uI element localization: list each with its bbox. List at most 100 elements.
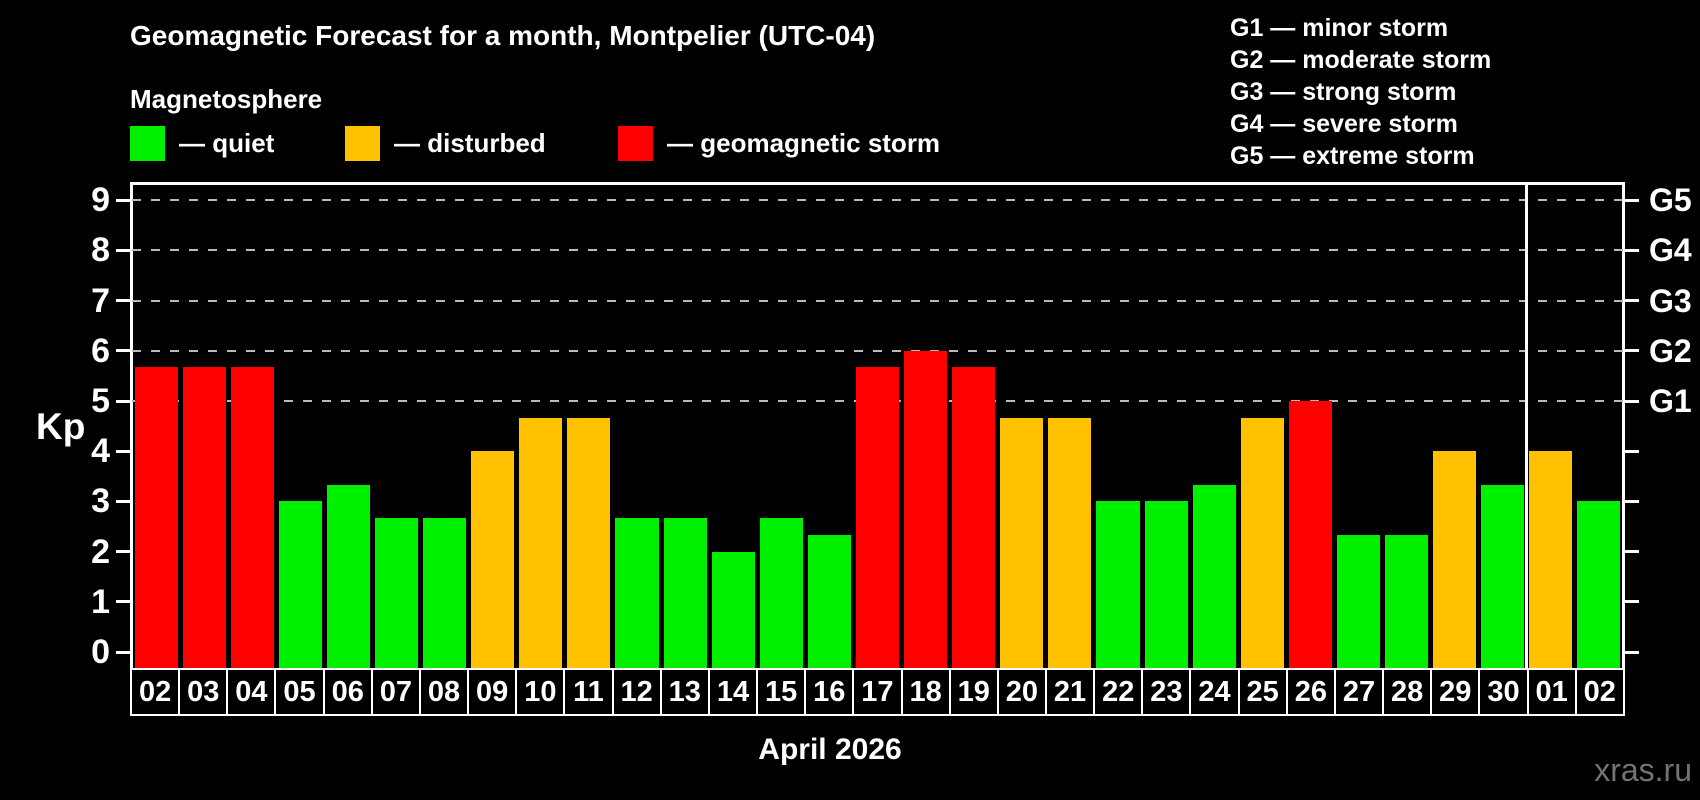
gridline-kp7 — [132, 299, 1623, 302]
date-label-17: 17 — [854, 670, 903, 714]
page-title: Geomagnetic Forecast for a month, Montpe… — [130, 20, 876, 51]
date-label-23: 23 — [1143, 670, 1192, 714]
y-tick-right-4 — [1625, 449, 1639, 453]
g-scale-legend: G1 — minor storm G2 — moderate storm G3 … — [1230, 12, 1491, 172]
kp-bar-15 — [759, 517, 803, 668]
date-label-26: 26 — [1288, 670, 1336, 714]
g1-legend-line: G1 — minor storm — [1230, 14, 1449, 42]
month-label: April 2026 — [758, 733, 902, 766]
y-tick-label-7: 7 — [91, 281, 110, 320]
legend-label-quiet: — quiet — [179, 127, 275, 158]
y-tick-right-2 — [1625, 550, 1639, 554]
y-tick-left-2 — [116, 550, 130, 554]
date-label-07: 07 — [373, 670, 421, 714]
date-label-14: 14 — [710, 670, 759, 714]
kp-bar-29 — [1433, 451, 1477, 668]
kp-bar-14 — [711, 551, 755, 668]
y-tick-label-6: 6 — [91, 331, 110, 370]
g5-legend-line: G5 — extreme storm — [1230, 142, 1475, 170]
date-label-05: 05 — [276, 670, 325, 714]
g-scale-label-g5: G5 — [1649, 182, 1692, 219]
date-label-19: 19 — [951, 670, 999, 714]
kp-bar-09 — [471, 451, 515, 668]
y-tick-left-7 — [116, 299, 130, 303]
kp-bar-18 — [904, 350, 948, 668]
kp-bar-06 — [326, 484, 370, 668]
legend-label-disturbed: — disturbed — [394, 127, 546, 158]
y-tick-right-3 — [1625, 499, 1639, 503]
date-label-15: 15 — [758, 670, 807, 714]
y-tick-right-8 — [1625, 248, 1639, 252]
date-axis-row: 02 03 04 05 06 07 08 09 10 11 12 13 14 15 16 17 18 19 20 21… — [130, 668, 1625, 716]
date-label-13: 13 — [662, 670, 710, 714]
kp-bar-08 — [423, 517, 467, 668]
y-tick-left-8 — [116, 248, 130, 252]
plot-area — [132, 182, 1623, 668]
date-label-02: 02 — [1583, 675, 1616, 708]
date-label-20: 20 — [999, 670, 1047, 714]
watermark: xras.ru — [1594, 752, 1692, 788]
kp-bar-17 — [855, 367, 900, 668]
plot-frame-top — [130, 182, 1625, 185]
y-tick-left-0 — [116, 650, 130, 654]
plot-frame-right — [1622, 182, 1625, 668]
kp-bar-20 — [1000, 417, 1044, 668]
gridline-kp8 — [132, 249, 1623, 252]
y-tick-label-1: 1 — [91, 582, 110, 621]
kp-bar-03 — [182, 367, 226, 668]
y-tick-right-1 — [1625, 600, 1639, 604]
date-label-04: 04 — [228, 670, 277, 714]
date-label-11: 11 — [565, 670, 614, 714]
y-tick-label-3: 3 — [91, 482, 110, 521]
date-label-02: 02 — [132, 670, 181, 714]
quiet-color-swatch — [130, 125, 165, 161]
kp-bar-02 — [1577, 501, 1621, 668]
y-tick-right-0 — [1625, 650, 1639, 654]
g-scale-label-g4: G4 — [1649, 232, 1692, 269]
kp-bar-19 — [952, 367, 996, 668]
legend-item-quiet: — quiet — [130, 124, 274, 162]
date-label-22: 22 — [1095, 670, 1144, 714]
date-label-08: 08 — [421, 670, 470, 714]
date-label-18: 18 — [903, 670, 951, 714]
kp-bar-21 — [1048, 417, 1092, 668]
y-tick-label-4: 4 — [91, 432, 110, 471]
date-label-16: 16 — [806, 670, 855, 714]
g-scale-label-g2: G2 — [1649, 332, 1692, 369]
date-label-30: 30 — [1480, 670, 1529, 714]
kp-bar-30 — [1481, 484, 1525, 668]
y-tick-label-5: 5 — [91, 382, 110, 420]
y-tick-label-8: 8 — [91, 231, 110, 270]
date-label-01: 01 — [1529, 670, 1577, 714]
date-label-25: 25 — [1240, 670, 1288, 714]
date-label-21: 21 — [1047, 670, 1096, 714]
y-tick-right-6 — [1625, 349, 1639, 353]
g2-legend-line: G2 — moderate storm — [1230, 46, 1492, 74]
date-label-27: 27 — [1336, 670, 1385, 714]
y-tick-left-3 — [116, 499, 130, 503]
date-label-03: 03 — [180, 670, 229, 714]
gridline-kp9 — [132, 199, 1623, 202]
y-tick-left-4 — [116, 449, 130, 453]
date-label-28: 28 — [1384, 670, 1433, 714]
date-label-09: 09 — [469, 670, 518, 714]
kp-bar-05 — [278, 501, 322, 668]
kp-bar-27 — [1336, 535, 1380, 668]
legend-label-storm: — geomagnetic storm — [667, 127, 941, 158]
date-label-06: 06 — [325, 670, 373, 714]
kp-bar-11 — [567, 417, 611, 668]
month-separator-line — [1525, 182, 1529, 668]
kp-bar-22 — [1096, 501, 1140, 668]
y-tick-label-9: 9 — [91, 181, 110, 220]
legend-item-disturbed: — disturbed — [345, 124, 546, 162]
y-tick-left-6 — [116, 349, 130, 353]
kp-bar-23 — [1144, 501, 1188, 668]
kp-axis-title: Kp — [36, 406, 86, 447]
kp-bar-25 — [1240, 417, 1284, 668]
legend-item-storm: — geomagnetic storm — [618, 124, 940, 162]
y-tick-label-2: 2 — [91, 532, 110, 571]
kp-bar-13 — [663, 517, 707, 668]
y-tick-right-5 — [1625, 399, 1639, 403]
kp-bar-24 — [1192, 484, 1236, 668]
